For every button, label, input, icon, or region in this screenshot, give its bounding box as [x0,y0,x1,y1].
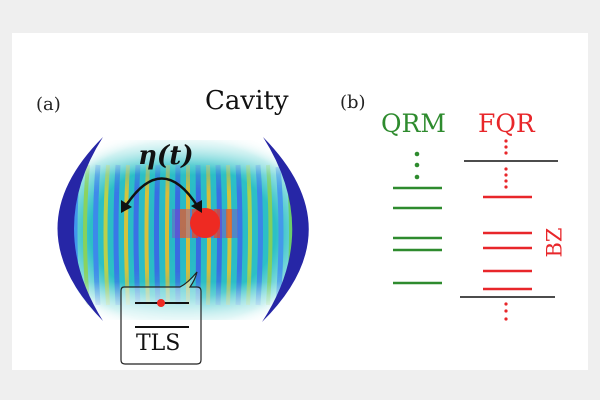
tls-label: TLS [136,331,181,356]
fqr-label: FQR [478,109,535,138]
bz-label: BZ [542,227,567,258]
panel-a-label: (a) [36,94,61,115]
left-mirror [57,137,103,321]
arrowhead-right-icon [191,200,202,213]
coupling-arrow [123,177,200,208]
fqr-spectrum [460,139,558,321]
qrm-label: QRM [381,109,446,138]
tls-state-dot [157,299,165,307]
qrm-spectrum [393,151,442,285]
tls-bubble [120,271,202,365]
right-mirror [262,137,309,322]
panel-b-label: (b) [340,92,366,113]
cavity-label: Cavity [205,86,289,116]
arrowhead-left-icon [121,200,132,213]
atom-dot [190,208,220,238]
coupling-label: η(t) [138,141,194,171]
cavity-field [60,140,305,320]
